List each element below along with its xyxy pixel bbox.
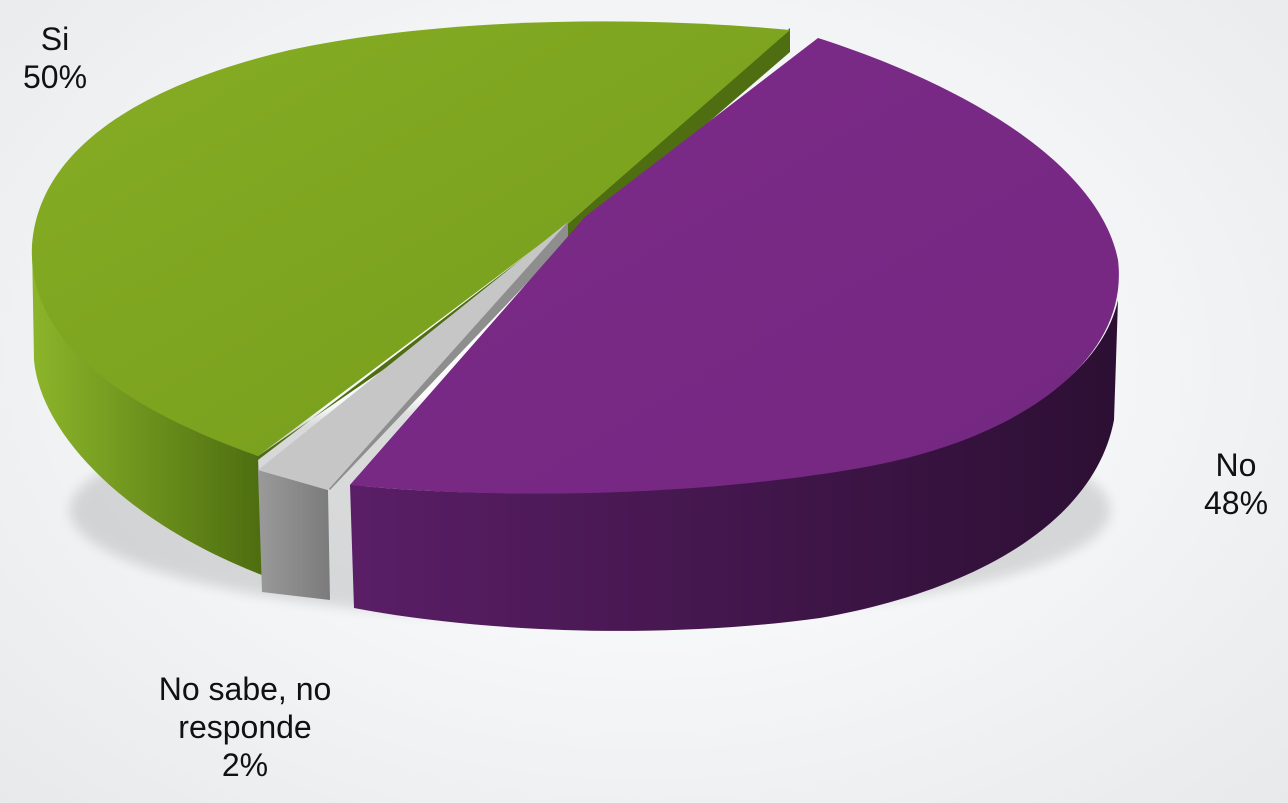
label-no-name: No bbox=[1215, 447, 1257, 483]
label-no-percent: 48% bbox=[1203, 485, 1269, 521]
label-si: Si 50% bbox=[10, 20, 100, 96]
label-no: No 48% bbox=[1186, 446, 1286, 522]
label-si-percent: 50% bbox=[22, 59, 88, 95]
slice-nsnr-side bbox=[258, 470, 330, 600]
label-nsnr-line2: responde bbox=[178, 709, 312, 745]
label-nsnr-line1: No sabe, no bbox=[158, 671, 332, 707]
label-nsnr-percent: 2% bbox=[221, 747, 269, 783]
label-no-sabe-no-responde: No sabe, no responde 2% bbox=[100, 670, 390, 784]
slice-no-side bbox=[350, 300, 1118, 631]
slice-no-sabe-no-responde bbox=[258, 222, 568, 600]
slice-si-top bbox=[31, 21, 790, 457]
slice-no-top bbox=[350, 38, 1119, 494]
slice-nsnr-top bbox=[258, 222, 568, 490]
slice-no bbox=[350, 38, 1119, 631]
slice-si-side bbox=[32, 245, 262, 575]
label-si-name: Si bbox=[40, 21, 70, 57]
slice-si bbox=[31, 21, 790, 575]
